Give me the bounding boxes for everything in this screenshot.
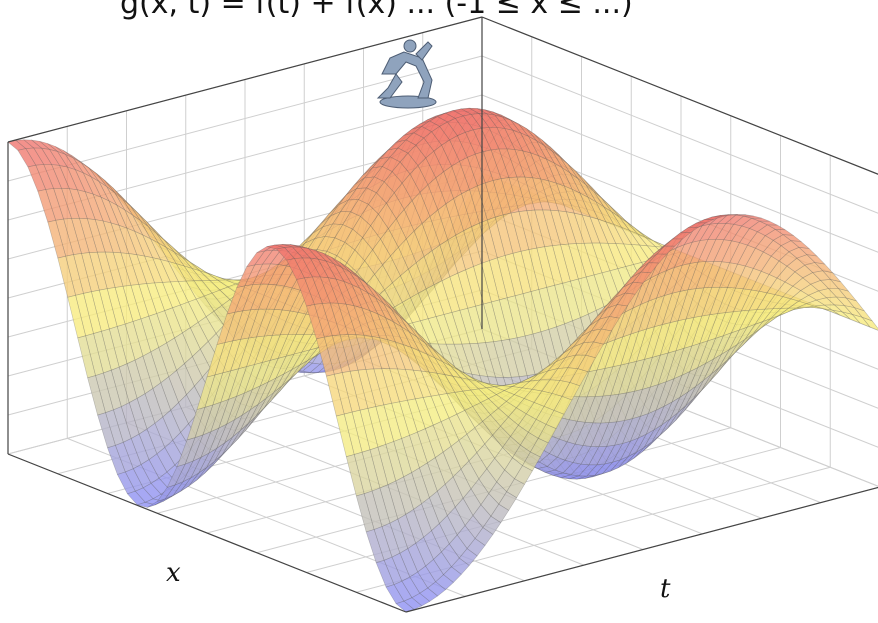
- surface-cell: [585, 341, 604, 359]
- surface-cell: [829, 278, 850, 292]
- surface-mesh: [7, 107, 878, 613]
- box-edge: [7, 453, 407, 613]
- surface-cell: [545, 410, 565, 430]
- surface-cell: [704, 216, 723, 220]
- surface-cell: [514, 465, 533, 485]
- surface-cell: [735, 214, 754, 217]
- chart-title: g(x, t) = f(t) + f(x) ... (-1 ≤ x ≤ ...): [120, 0, 633, 21]
- surface-cell: [821, 270, 842, 283]
- box-edges: [7, 16, 878, 613]
- x-axis-label: x: [166, 558, 181, 588]
- surface-cell: [427, 581, 446, 597]
- surface-cell: [577, 354, 597, 373]
- surface-cell: [640, 262, 660, 274]
- surface-cell: [632, 271, 652, 284]
- surface-cell: [522, 451, 541, 472]
- surfer-figure: [376, 39, 437, 109]
- surface-cell: [569, 368, 589, 387]
- surface-cell: [624, 281, 644, 295]
- surface-cell: [490, 503, 510, 524]
- box-edge: [405, 486, 878, 613]
- surface-cell: [616, 292, 636, 307]
- surface-cell: [435, 574, 454, 591]
- surface-cell: [656, 245, 676, 255]
- t-axis-label: t: [660, 574, 671, 604]
- surface-cell: [759, 220, 778, 226]
- surface-cell: [719, 214, 738, 216]
- box-edge: [7, 16, 483, 143]
- surface-cell: [806, 254, 826, 265]
- surface-cell: [561, 382, 581, 401]
- box-edge: [481, 16, 878, 175]
- surface-cell: [743, 215, 762, 219]
- surface-cell: [608, 304, 628, 319]
- surface-cell: [861, 316, 878, 331]
- surface-cell: [411, 592, 431, 607]
- surfer-figurine-icon: [376, 39, 437, 109]
